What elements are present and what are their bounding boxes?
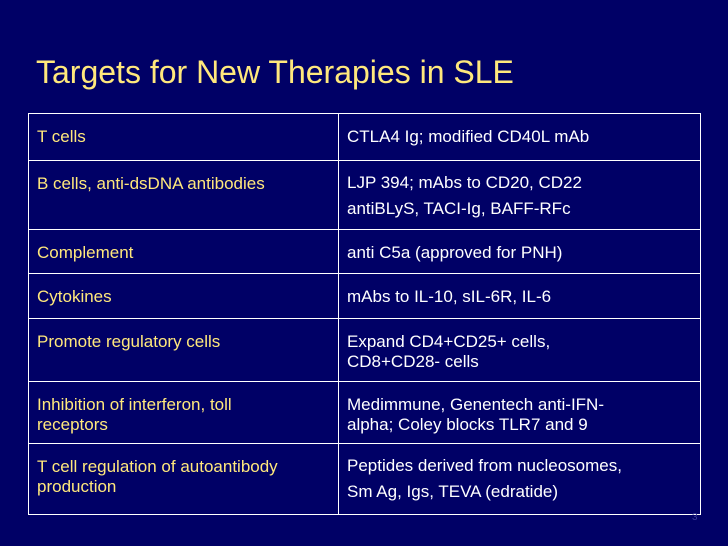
therapy-text: Peptides derived from nucleosomes, <box>347 456 622 475</box>
target-cell: B cells, anti-dsDNA antibodies <box>28 160 339 230</box>
table-row: Promote regulatory cells Expand CD4+CD25… <box>28 318 701 382</box>
target-cell: Inhibition of interferon, toll receptors <box>28 381 339 444</box>
target-cell: Cytokines <box>28 273 339 319</box>
therapy-text: LJP 394; mAbs to CD20, CD22 <box>347 173 582 192</box>
therapy-text: Medimmune, Genentech anti-IFN- <box>347 395 604 414</box>
therapy-cell: Expand CD4+CD25+ cells, CD8+CD28- cells <box>338 318 701 382</box>
therapy-targets-table: T cells CTLA4 Ig; modified CD40L mAb B c… <box>28 113 701 515</box>
target-cell: Promote regulatory cells <box>28 318 339 382</box>
target-text: Promote regulatory cells <box>37 332 221 351</box>
target-cell: T cells <box>28 113 339 161</box>
therapy-text: CTLA4 Ig; modified CD40L mAb <box>347 127 590 146</box>
target-cell: Complement <box>28 229 339 274</box>
therapy-cell: LJP 394; mAbs to CD20, CD22 antiBLyS, TA… <box>338 160 701 230</box>
target-text: Inhibition of interferon, toll <box>37 395 232 414</box>
therapy-cell: CTLA4 Ig; modified CD40L mAb <box>338 113 701 161</box>
therapy-cell: Medimmune, Genentech anti-IFN- alpha; Co… <box>338 381 701 444</box>
therapy-text: anti C5a (approved for PNH) <box>347 243 563 262</box>
therapy-cell: Peptides derived from nucleosomes, Sm Ag… <box>338 443 701 515</box>
target-text: T cell regulation of autoantibody <box>37 457 278 476</box>
therapy-cell: anti C5a (approved for PNH) <box>338 229 701 274</box>
therapy-text: antiBLyS, TACI-Ig, BAFF-RFc <box>347 199 571 218</box>
table-row: Inhibition of interferon, toll receptors… <box>28 381 701 444</box>
slide-title: Targets for New Therapies in SLE <box>36 54 514 90</box>
target-text: receptors <box>37 415 108 434</box>
therapy-text: CD8+CD28- cells <box>347 352 479 371</box>
therapy-text: alpha; Coley blocks TLR7 and 9 <box>347 415 588 434</box>
table-row: B cells, anti-dsDNA antibodies LJP 394; … <box>28 160 701 230</box>
therapy-text: Expand CD4+CD25+ cells, <box>347 332 551 351</box>
target-text: Cytokines <box>37 287 112 306</box>
target-text: production <box>37 477 117 496</box>
target-text: B cells, anti-dsDNA antibodies <box>37 174 265 193</box>
page-number: 3 <box>692 512 698 523</box>
table-row: Cytokines mAbs to IL-10, sIL-6R, IL-6 <box>28 273 701 319</box>
target-text: T cells <box>37 127 86 146</box>
target-text: Complement <box>37 243 134 262</box>
table-row: Complement anti C5a (approved for PNH) <box>28 229 701 274</box>
table-row: T cells CTLA4 Ig; modified CD40L mAb <box>28 113 701 161</box>
therapy-cell: mAbs to IL-10, sIL-6R, IL-6 <box>338 273 701 319</box>
table-row: T cell regulation of autoantibody produc… <box>28 443 701 515</box>
therapy-text: Sm Ag, Igs, TEVA (edratide) <box>347 482 559 501</box>
target-cell: T cell regulation of autoantibody produc… <box>28 443 339 515</box>
therapy-text: mAbs to IL-10, sIL-6R, IL-6 <box>347 287 552 306</box>
